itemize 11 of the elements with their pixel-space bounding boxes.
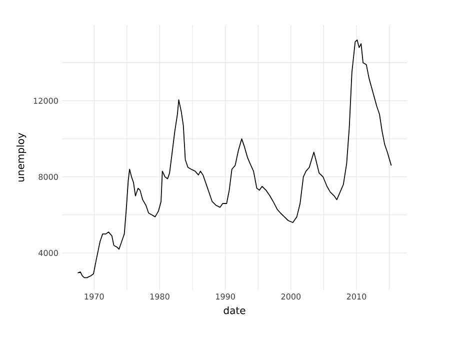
x-tick-label: 2000 [281,294,301,300]
x-tick-label: 1970 [84,294,104,300]
y-tick-label: 8000 [38,174,58,180]
y-tick-label: 4000 [38,250,58,256]
x-tick-label: 1990 [216,294,235,300]
x-axis-title: date [224,306,246,314]
y-tick-label: 12000 [34,98,58,104]
x-tick-label: 1980 [150,294,170,300]
x-tick-label: 2010 [346,294,366,300]
y-axis-title: unemploy [16,132,26,182]
line-series [77,39,392,278]
